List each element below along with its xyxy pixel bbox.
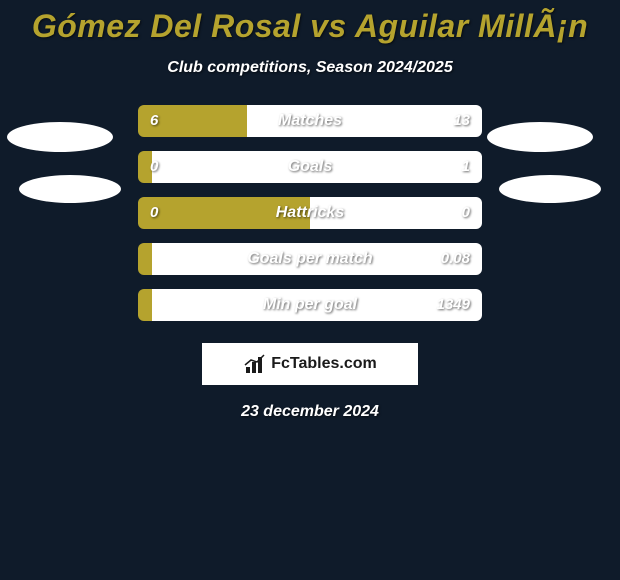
stat-bar-right: [310, 197, 482, 229]
stat-bar-track: [138, 197, 482, 229]
stat-value-left: 6: [150, 105, 158, 137]
stat-bar-left: [138, 197, 310, 229]
stat-row: Min per goal1349: [0, 289, 620, 321]
stat-value-right: 1: [462, 151, 470, 183]
date: 23 december 2024: [0, 403, 620, 421]
stat-bar-track: [138, 105, 482, 137]
stat-row: Matches613: [0, 105, 620, 137]
stat-bar-track: [138, 243, 482, 275]
comparison-card: Gómez Del Rosal vs Aguilar MillÃ¡n Club …: [0, 0, 620, 580]
stat-bar-track: [138, 289, 482, 321]
stat-bar-right: [152, 151, 482, 183]
stat-value-right: 0: [462, 197, 470, 229]
stat-value-right: 1349: [437, 289, 470, 321]
stat-value-left: 0: [150, 197, 158, 229]
subtitle: Club competitions, Season 2024/2025: [0, 59, 620, 77]
bar-chart-icon: [243, 353, 267, 375]
stat-value-right: 0.08: [441, 243, 470, 275]
stat-row: Goals per match0.08: [0, 243, 620, 275]
stat-row: Hattricks00: [0, 197, 620, 229]
stat-bar-left: [138, 243, 152, 275]
logo-text: FcTables.com: [271, 355, 377, 373]
stat-bar-right: [152, 243, 482, 275]
stat-value-right: 13: [453, 105, 470, 137]
page-title: Gómez Del Rosal vs Aguilar MillÃ¡n: [0, 0, 620, 45]
logo-box: FcTables.com: [202, 343, 418, 385]
stat-row: Goals01: [0, 151, 620, 183]
stat-bar-right: [152, 289, 482, 321]
stat-bar-left: [138, 289, 152, 321]
stat-bar-track: [138, 151, 482, 183]
stat-value-left: 0: [150, 151, 158, 183]
stat-bar-right: [247, 105, 482, 137]
